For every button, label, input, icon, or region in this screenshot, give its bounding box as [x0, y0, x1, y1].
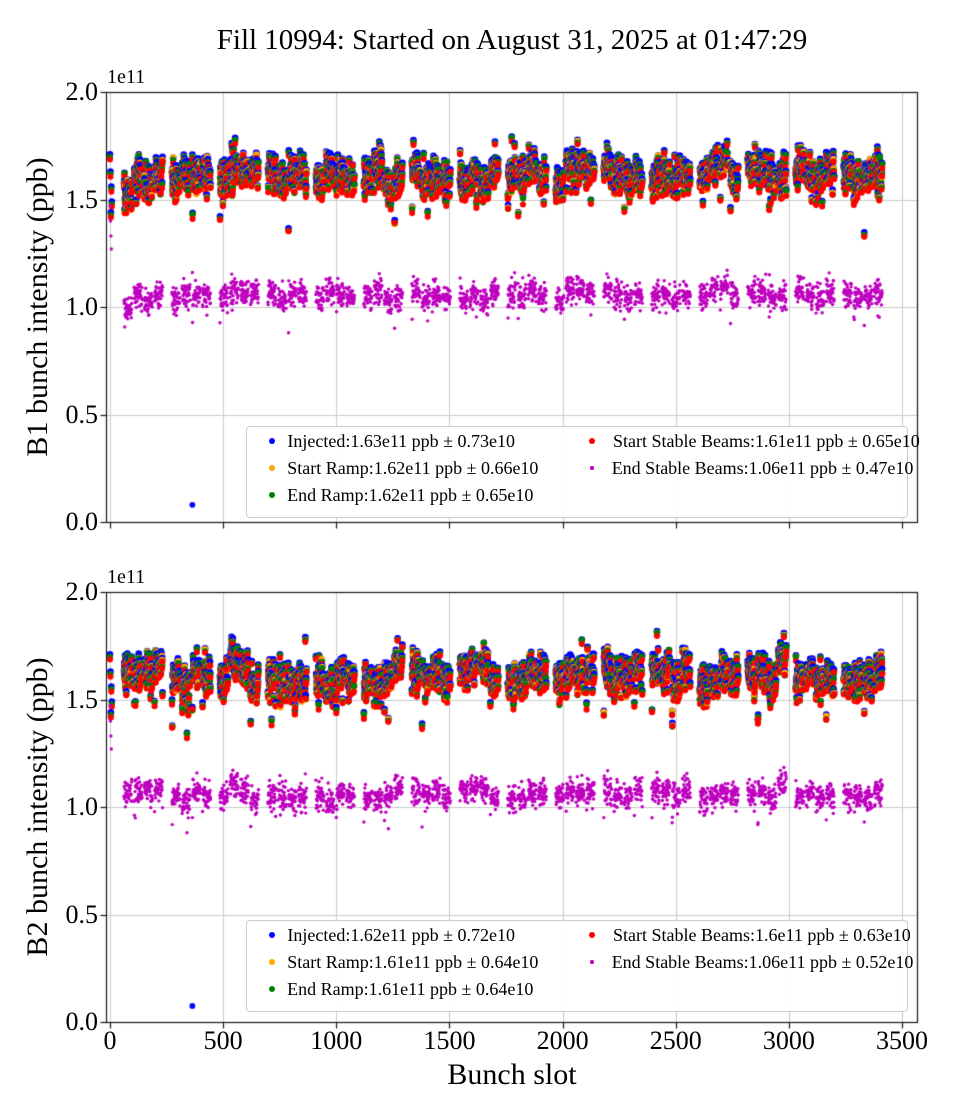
y-tick-label: 1.5	[65, 684, 99, 714]
legend-b1: Injected:1.63e11 ppb ± 0.73e10 Start Ramp…	[246, 426, 920, 518]
legend-marker-icon	[588, 931, 596, 939]
legend-label: End Ramp:1.61e11 ppb ± 0.64e10	[287, 979, 534, 999]
x-tick-label: 3500	[876, 1026, 929, 1055]
x-tick-label: 1500	[423, 1026, 476, 1055]
y-tick-label: 1.5	[65, 184, 99, 214]
y-tick-label: 2.0	[65, 577, 99, 606]
legend-marker-icon	[588, 437, 596, 445]
y-tick-label: 2.0	[65, 77, 99, 106]
x-axis-label: Bunch slot	[447, 1058, 577, 1091]
legend-marker-icon	[268, 464, 276, 472]
y-tick-label: 0.0	[65, 1007, 99, 1036]
x-tick-label: 1000	[310, 1026, 363, 1055]
legend-marker-icon	[268, 437, 276, 445]
y-tick-label: 1.0	[65, 292, 99, 321]
legend-marker-icon	[268, 985, 276, 993]
legend-entry-end-stable-beams: End Stable Beams:1.06e11 ppb ± 0.47e10	[581, 455, 913, 481]
legend-entry-end-ramp: End Ramp:1.61e11 ppb ± 0.64e10	[261, 976, 533, 1002]
y-offset-label-b1: 1e11	[107, 66, 146, 88]
legend-marker-icon	[268, 958, 276, 966]
legend-marker-icon	[590, 960, 594, 964]
chart-title: Fill 10994: Started on August 31, 2025 a…	[216, 24, 808, 56]
x-tick-label: 2500	[649, 1026, 702, 1055]
legend-label: Start Stable Beams:1.61e11 ppb ± 0.65e10	[613, 431, 920, 451]
legend-label: Start Ramp:1.61e11 ppb ± 0.64e10	[287, 952, 539, 972]
legend-label: End Stable Beams:1.06e11 ppb ± 0.52e10	[611, 952, 914, 972]
x-tick-label: 0	[103, 1026, 117, 1055]
legend-entry-start-stable-beams: Start Stable Beams:1.61e11 ppb ± 0.65e10	[581, 428, 920, 454]
legend-marker-icon	[590, 466, 594, 470]
x-tick-label: 3000	[762, 1026, 815, 1055]
legend-label: End Ramp:1.62e11 ppb ± 0.65e10	[287, 485, 534, 505]
legend-entry-injected: Injected:1.63e11 ppb ± 0.73e10	[261, 428, 515, 454]
legend-label: Injected:1.63e11 ppb ± 0.73e10	[287, 431, 516, 451]
x-tick-label: 2000	[536, 1026, 589, 1055]
legend-entry-injected: Injected:1.62e11 ppb ± 0.72e10	[261, 922, 515, 948]
legend-label: Start Ramp:1.62e11 ppb ± 0.66e10	[287, 458, 539, 478]
legend-marker-icon	[268, 931, 276, 939]
legend-label: Start Stable Beams:1.6e11 ppb ± 0.63e10	[613, 925, 911, 945]
legend-label: End Stable Beams:1.06e11 ppb ± 0.47e10	[611, 458, 914, 478]
y-tick-label: 1.0	[65, 792, 99, 821]
legend-entry-start-stable-beams: Start Stable Beams:1.6e11 ppb ± 0.63e10	[581, 922, 911, 948]
y-tick-label: 0.5	[65, 899, 99, 929]
legend-entry-start-ramp: Start Ramp:1.61e11 ppb ± 0.64e10	[261, 949, 538, 975]
legend-label: Injected:1.62e11 ppb ± 0.72e10	[287, 925, 516, 945]
y-offset-label-b2: 1e11	[107, 566, 146, 588]
legend-entry-end-stable-beams: End Stable Beams:1.06e11 ppb ± 0.52e10	[581, 949, 913, 975]
legend-b2: Injected:1.62e11 ppb ± 0.72e10 Start Ramp…	[246, 920, 913, 1012]
legend-entry-end-ramp: End Ramp:1.62e11 ppb ± 0.65e10	[261, 482, 533, 508]
y-tick-label: 0.0	[65, 507, 99, 536]
legend-marker-icon	[268, 491, 276, 499]
legend-entry-start-ramp: Start Ramp:1.62e11 ppb ± 0.66e10	[261, 455, 538, 481]
x-tick-label: 500	[203, 1026, 243, 1055]
y-tick-label: 0.5	[65, 399, 99, 429]
